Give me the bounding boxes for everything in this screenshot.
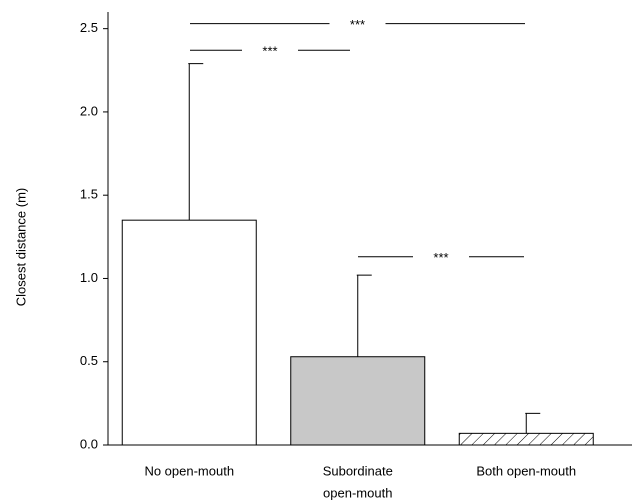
x-tick-label: Subordinate: [323, 463, 393, 478]
significance-label: ***: [433, 250, 448, 265]
y-axis-label: Closest distance (m): [13, 188, 28, 306]
y-tick-label: 1.5: [80, 187, 98, 202]
bar: [458, 432, 594, 446]
significance-label: ***: [262, 44, 277, 59]
y-tick-label: 2.0: [80, 103, 98, 118]
y-tick-label: 1.0: [80, 270, 98, 285]
y-tick-label: 0.0: [80, 436, 98, 451]
bar: [121, 219, 257, 446]
y-tick-label: 2.5: [80, 20, 98, 35]
significance-label: ***: [350, 17, 365, 32]
x-tick-label: open-mouth: [323, 485, 392, 500]
x-tick-label: Both open-mouth: [476, 463, 576, 478]
y-tick-label: 0.5: [80, 353, 98, 368]
bar: [290, 356, 426, 446]
x-tick-label: No open-mouth: [144, 463, 234, 478]
